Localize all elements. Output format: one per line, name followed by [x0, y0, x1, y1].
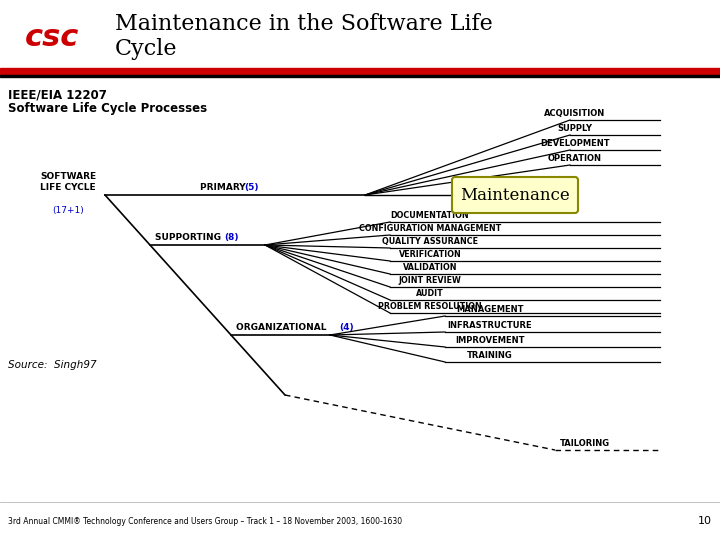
- Text: 10: 10: [698, 516, 712, 526]
- Text: (4): (4): [339, 323, 354, 332]
- Text: Cycle: Cycle: [115, 38, 178, 60]
- Text: (5): (5): [244, 183, 258, 192]
- Text: QUALITY ASSURANCE: QUALITY ASSURANCE: [382, 237, 478, 246]
- Text: IMPROVEMENT: IMPROVEMENT: [455, 336, 525, 345]
- Text: CONFIGURATION MANAGEMENT: CONFIGURATION MANAGEMENT: [359, 224, 501, 233]
- Text: 3rd Annual CMMI® Technology Conference and Users Group – Track 1 – 18 November 2: 3rd Annual CMMI® Technology Conference a…: [8, 516, 402, 525]
- Text: INFRASTRUCTURE: INFRASTRUCTURE: [448, 321, 532, 330]
- Text: IEEE/EIA 12207: IEEE/EIA 12207: [8, 88, 107, 101]
- Text: csc: csc: [24, 23, 79, 51]
- Text: ORGANIZATIONAL: ORGANIZATIONAL: [236, 323, 330, 332]
- Text: (17+1): (17+1): [52, 206, 84, 214]
- Text: SOFTWARE
LIFE CYCLE: SOFTWARE LIFE CYCLE: [40, 172, 96, 192]
- Text: Software Life Cycle Processes: Software Life Cycle Processes: [8, 102, 207, 115]
- Text: TAILORING: TAILORING: [560, 439, 610, 448]
- Text: PROBLEM RESOLUTION: PROBLEM RESOLUTION: [378, 302, 482, 311]
- Bar: [0, 75, 720, 77]
- Text: Maintenance: Maintenance: [460, 186, 570, 204]
- Text: Source:  Singh97: Source: Singh97: [8, 360, 96, 370]
- Text: VERIFICATION: VERIFICATION: [399, 250, 462, 259]
- Text: JOINT REVIEW: JOINT REVIEW: [399, 276, 462, 285]
- Text: TRAINING: TRAINING: [467, 351, 513, 360]
- Text: OPERATION: OPERATION: [548, 154, 602, 163]
- Text: PRIMARY: PRIMARY: [200, 183, 248, 192]
- Text: Maintenance in the Software Life: Maintenance in the Software Life: [115, 13, 492, 35]
- Text: (8): (8): [224, 233, 238, 242]
- Text: DEVELOPMENT: DEVELOPMENT: [540, 139, 610, 148]
- Text: MANAGEMENT: MANAGEMENT: [456, 305, 523, 314]
- Text: SUPPLY: SUPPLY: [557, 124, 593, 133]
- Text: AUDIT: AUDIT: [416, 289, 444, 298]
- Text: SUPPORTING: SUPPORTING: [155, 233, 224, 242]
- Text: ACQUISITION: ACQUISITION: [544, 109, 606, 118]
- Text: DOCUMENTATION: DOCUMENTATION: [391, 211, 469, 220]
- FancyBboxPatch shape: [452, 177, 578, 213]
- Text: VALIDATION: VALIDATION: [402, 263, 457, 272]
- Bar: [0, 68, 720, 75]
